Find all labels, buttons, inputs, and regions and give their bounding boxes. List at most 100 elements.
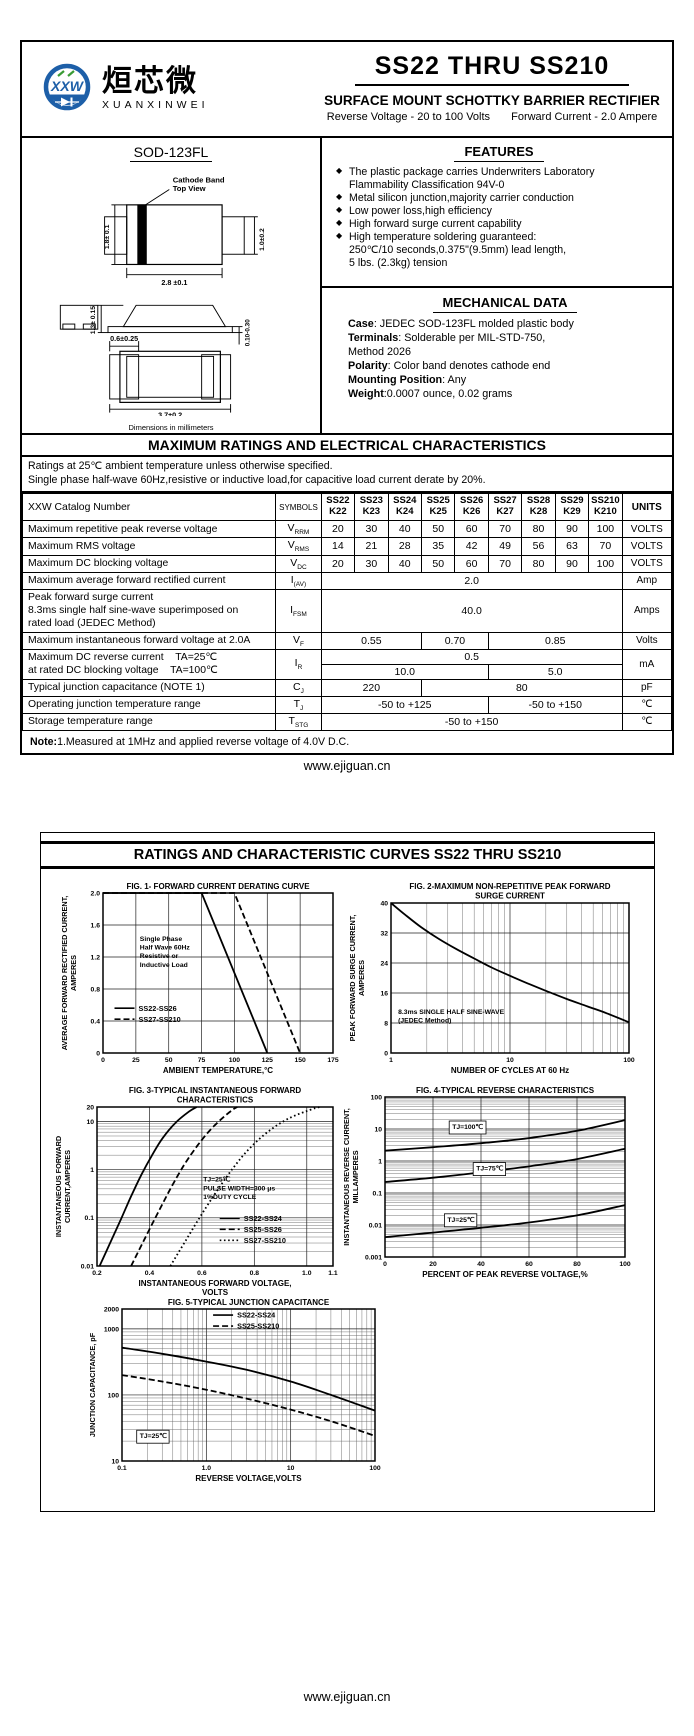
parameter-cell: Maximum repetitive peak reverse voltage	[21, 520, 277, 539]
value-cell: 50	[420, 554, 456, 573]
y-axis-label: AMPERES	[357, 960, 366, 996]
bullet-icon: ◆	[336, 218, 343, 227]
dim-body-height: 1.8± 0.1	[104, 225, 111, 250]
mechanical-data-item: Terminals: Solderable per MIL-STD-750,	[348, 332, 546, 345]
symbol-cell: TSTG	[275, 712, 322, 732]
symbol-cell: VDC	[275, 554, 322, 573]
table-row: Maximum instantaneous forward voltage at…	[21, 631, 673, 650]
bullet-icon: ◆	[336, 166, 343, 176]
annotation-text: TJ=75℃	[476, 1165, 503, 1173]
annotation-text: Resistive or	[140, 953, 179, 960]
unit-cell: pF	[621, 678, 673, 697]
symbol-cell: VRMS	[275, 537, 322, 556]
svg-text:XXW: XXW	[50, 78, 85, 94]
part-number-title: SS22 THRU SS210	[354, 52, 630, 86]
y-tick-label: 8	[384, 1020, 388, 1027]
symbol-cell: CJ	[275, 678, 322, 697]
annotation-text: TJ=100℃	[452, 1123, 483, 1131]
y-tick-label: 0	[384, 1050, 388, 1057]
y-tick-label: 10	[111, 1458, 119, 1465]
value-cell: 2.0	[320, 571, 623, 590]
unit-cell: Amps	[621, 588, 673, 633]
y-tick-label: 100	[371, 1094, 383, 1101]
value-cell: 220	[320, 678, 422, 697]
table-row: Maximum repetitive peak reverse voltage V…	[21, 520, 673, 539]
website-link[interactable]: www.ejiguan.cn	[303, 1690, 391, 1704]
value-cell: 80	[521, 554, 556, 573]
forward-current-text: Forward Current - 2.0 Ampere	[511, 111, 658, 123]
charts-area: 0 25 50 75 100 125 150 175 0 0.4 0.8 1.2 1.6 2.0 FIG. …	[41, 833, 654, 1511]
y-tick-label: 24	[380, 960, 388, 967]
features-list: ◆ The plastic package carries Underwriter…	[336, 166, 662, 269]
figure-3-instantaneous-forward-characteristics: 0.2 0.4 0.6 0.8 1.0 1.1 20 10 1 0.1 0.01 FIG. 3-TYP…	[53, 1083, 345, 1306]
value-cell: 20	[320, 520, 356, 539]
column-header-part: SS24 K24	[387, 493, 422, 522]
dim-lead-width: 1.0±0.2	[259, 228, 266, 251]
plot-frame	[121, 1308, 376, 1462]
x-tick-label: 100	[369, 1465, 381, 1472]
dimensions-caption: Dimensions in millimeters	[128, 423, 214, 433]
device-type-subtitle: SURFACE MOUNT SCHOTTKY BARRIER RECTIFIER	[324, 93, 660, 108]
features-title: FEATURES	[336, 143, 662, 163]
value-cell: 0.5	[320, 648, 623, 665]
ratings-summary-line: Reverse Voltage - 20 to 100 Volts Forwar…	[312, 111, 672, 123]
table-row: Peak forward surge current 8.3ms single h…	[21, 588, 673, 633]
x-axis-label: AMBIENT TEMPERATURE,°C	[163, 1066, 273, 1075]
series-line	[121, 1374, 376, 1437]
ratings-conditions: Ratings at 25℃ ambient temperature unles…	[22, 457, 672, 494]
chart-title: FIG. 4-TYPICAL REVERSE CHARACTERISTICS	[416, 1086, 595, 1095]
chart-title: SURGE CURRENT	[475, 892, 545, 901]
unit-cell: ℃	[621, 712, 673, 732]
x-tick-label: 1.0	[302, 1270, 312, 1277]
header: XXW 烜芯微 XUANXINWEI SS22 THRU SS210 SURFA…	[22, 42, 672, 139]
value-cell: 50	[420, 520, 456, 539]
x-tick-label: 100	[623, 1057, 635, 1064]
y-tick-label: 0.4	[91, 1018, 101, 1025]
x-axis-label: INSTANTANEOUS FORWARD VOLTAGE,	[138, 1279, 291, 1288]
value-cell: 80	[521, 520, 556, 539]
x-axis-label: VOLTS	[202, 1288, 229, 1297]
value-cell: 56	[521, 537, 556, 556]
characteristic-curves-panel: RATINGS AND CHARACTERISTIC CURVES SS22 T…	[40, 832, 655, 1512]
symbol-cell: IFSM	[275, 588, 322, 633]
y-axis-label: MILLAMPERES	[351, 1150, 360, 1203]
x-tick-label: 0	[383, 1261, 387, 1268]
x-tick-label: 100	[619, 1261, 631, 1268]
y-tick-label: 1.6	[91, 922, 101, 929]
series-line	[384, 1204, 626, 1238]
symbol-cell: VF	[275, 631, 322, 650]
value-cell: 0.85	[487, 631, 623, 650]
value-cell: 35	[420, 537, 456, 556]
mechanical-data-item: Weight:0.0007 ounce, 0.02 grams	[348, 388, 513, 401]
column-header-part: SS23 K23	[354, 493, 389, 522]
chart-canvas: 1 10 100 0 8 16 24 32 40 FIG. 2-MAXIMUM NON-REPET…	[348, 882, 635, 1075]
y-tick-label: 1	[90, 1167, 94, 1174]
series-line	[103, 892, 301, 1054]
column-header-part: SS27 K27	[487, 493, 523, 522]
x-tick-label: 25	[132, 1057, 140, 1064]
dim-side-height: 1.3± 0.15	[90, 306, 97, 335]
dim-standoff: 0.10-0.30	[244, 319, 251, 346]
website-link[interactable]: www.ejiguan.cn	[303, 759, 391, 773]
dim-total-width: 3.7±0.2	[158, 411, 182, 416]
x-tick-label: 10	[506, 1057, 514, 1064]
column-header-part: SS210 K210	[588, 493, 623, 522]
annotation-box	[444, 1213, 478, 1228]
series-line	[384, 1119, 626, 1152]
chart-title: FIG. 2-MAXIMUM NON-REPETITIVE PEAK FORWA…	[409, 882, 610, 891]
parameter-cell: Maximum instantaneous forward voltage at…	[21, 631, 277, 650]
value-cell: 80	[420, 678, 623, 697]
value-cell: 0.55	[320, 631, 422, 650]
feature-item: ◆ Metal silicon junction,majority carrier…	[336, 192, 574, 205]
x-tick-label: 20	[429, 1261, 437, 1268]
y-tick-label: 2000	[104, 1306, 119, 1313]
value-cell: -50 to +150	[320, 712, 623, 732]
table-row: XXW Catalog Number SYMBOLS SS22 K22 SS23 K23 S…	[21, 493, 673, 522]
chart-canvas: 0.2 0.4 0.6 0.8 1.0 1.1 20 10 1 0.1 0.01 FIG. 3-TYP…	[54, 1086, 338, 1297]
y-axis-label: CURRENT,AMPERES	[63, 1150, 72, 1223]
table-row: Maximum DC reverse current TA=25℃ at rate…	[21, 648, 673, 680]
x-tick-label: 0.1	[117, 1465, 127, 1472]
value-cell: 60	[454, 520, 489, 539]
features-section: FEATURES ◆ The plastic package carries Un…	[322, 138, 672, 289]
value-cell: 63	[554, 537, 590, 556]
